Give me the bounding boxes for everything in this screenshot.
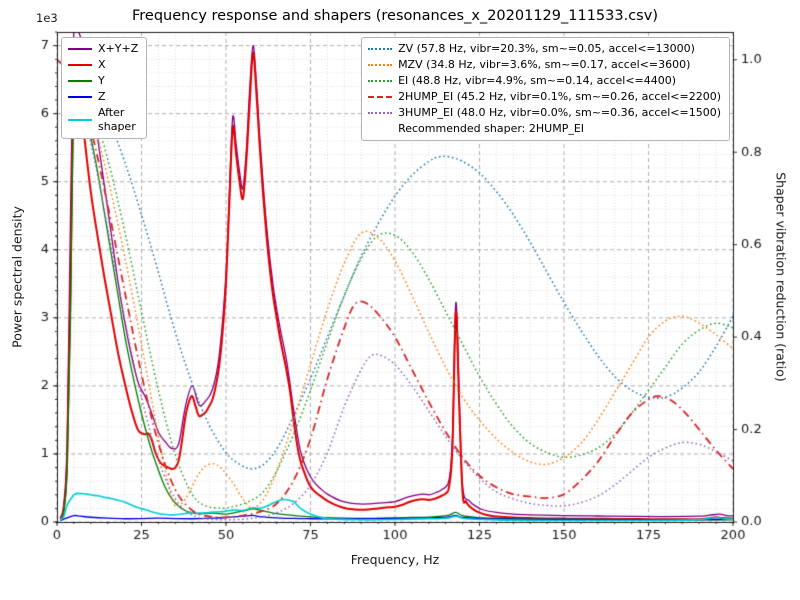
legend-label: After shaper bbox=[98, 106, 136, 134]
legend-line-sample bbox=[68, 96, 92, 99]
y-axis-offset-label: 1e3 bbox=[36, 11, 58, 25]
legend-line-sample bbox=[368, 96, 393, 99]
legend-item: 3HUMP_EI (48.0 Hz, vibr=0.0%, sm~=0.36, … bbox=[368, 105, 721, 121]
legend-note: Recommended shaper: 2HUMP_EI bbox=[368, 121, 721, 137]
legend-line-sample bbox=[368, 112, 393, 115]
legend-item: EI (48.8 Hz, vibr=4.9%, sm~=0.14, accel<… bbox=[368, 73, 721, 89]
legend-line-sample bbox=[368, 48, 393, 51]
legend-label: 3HUMP_EI (48.0 Hz, vibr=0.0%, sm~=0.36, … bbox=[398, 106, 721, 120]
x-axis-label: Frequency, Hz bbox=[350, 552, 440, 567]
chart-title: Frequency response and shapers (resonanc… bbox=[132, 8, 658, 24]
legend-label: X bbox=[98, 58, 106, 72]
legend-item: ZV (57.8 Hz, vibr=20.3%, sm~=0.05, accel… bbox=[368, 41, 721, 57]
legend-item: MZV (34.8 Hz, vibr=3.6%, sm~=0.17, accel… bbox=[368, 57, 721, 73]
legend-label: X+Y+Z bbox=[98, 42, 139, 55]
legend-line-sample bbox=[68, 119, 92, 122]
legend-line-sample bbox=[68, 80, 92, 83]
legend-label: ZV (57.8 Hz, vibr=20.3%, sm~=0.05, accel… bbox=[398, 42, 695, 55]
shaper-legend: ZV (57.8 Hz, vibr=20.3%, sm~=0.05, accel… bbox=[361, 37, 730, 142]
legend-item: 2HUMP_EI (45.2 Hz, vibr=0.1%, sm~=0.26, … bbox=[368, 89, 721, 105]
legend-note-label: Recommended shaper: 2HUMP_EI bbox=[398, 122, 585, 136]
legend-label: MZV (34.8 Hz, vibr=3.6%, sm~=0.17, accel… bbox=[398, 58, 691, 72]
legend-item: After shaper bbox=[68, 105, 138, 135]
legend-item: Y bbox=[68, 73, 138, 89]
legend-label: Z bbox=[98, 90, 106, 104]
legend-item: X bbox=[68, 57, 138, 73]
right-y-axis-label: Shaper vibration reduction (ratio) bbox=[773, 172, 789, 382]
legend-line-sample bbox=[68, 48, 92, 51]
legend-line-sample bbox=[368, 64, 393, 67]
legend-line-sample bbox=[368, 80, 393, 83]
legend-label: EI (48.8 Hz, vibr=4.9%, sm~=0.14, accel<… bbox=[398, 74, 677, 88]
left-y-axis-label: Power spectral density bbox=[9, 206, 25, 348]
legend-label: 2HUMP_EI (45.2 Hz, vibr=0.1%, sm~=0.26, … bbox=[398, 90, 721, 104]
legend-label: Y bbox=[98, 74, 105, 88]
legend-line-sample bbox=[68, 64, 92, 67]
psd-legend: X+Y+Z X Y Z After shaper bbox=[61, 37, 148, 140]
legend-item: Z bbox=[68, 89, 138, 105]
legend-item: X+Y+Z bbox=[68, 41, 138, 57]
